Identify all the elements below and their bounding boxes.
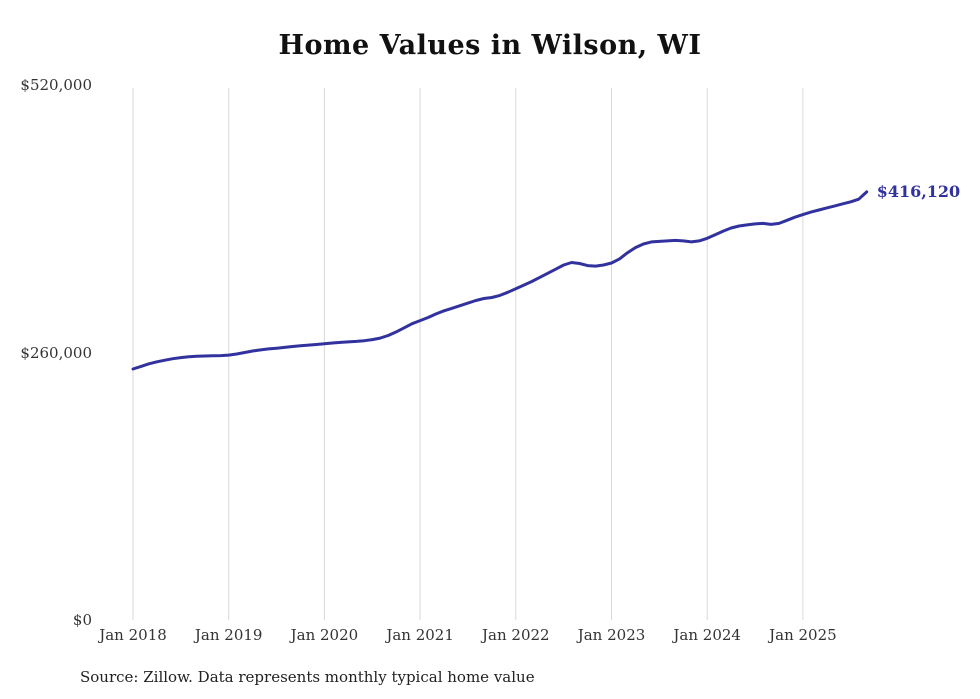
y-axis-tick-label: $520,000 xyxy=(20,76,92,94)
source-note: Source: Zillow. Data represents monthly … xyxy=(80,668,535,686)
x-axis-tick-label: Jan 2019 xyxy=(194,626,263,644)
x-axis-tick-label: Jan 2021 xyxy=(386,626,454,644)
y-axis-tick-label: $260,000 xyxy=(20,343,92,362)
x-axis-tick-label: Jan 2024 xyxy=(673,626,741,644)
y-axis-tick-label: $0 xyxy=(72,611,92,629)
home-value-line-series xyxy=(131,190,869,371)
x-axis-tick-label: Jan 2025 xyxy=(769,626,837,644)
chart-title: Home Values in Wilson, WI xyxy=(278,30,702,61)
x-axis-tick-label: Jan 2020 xyxy=(290,626,359,644)
x-axis-tick-label: Jan 2022 xyxy=(482,626,550,644)
end-value-label: $416,120 xyxy=(876,181,961,201)
x-axis-tick-label: Jan 2023 xyxy=(577,626,646,644)
x-axis-tick-label: Jan 2018 xyxy=(99,626,167,644)
